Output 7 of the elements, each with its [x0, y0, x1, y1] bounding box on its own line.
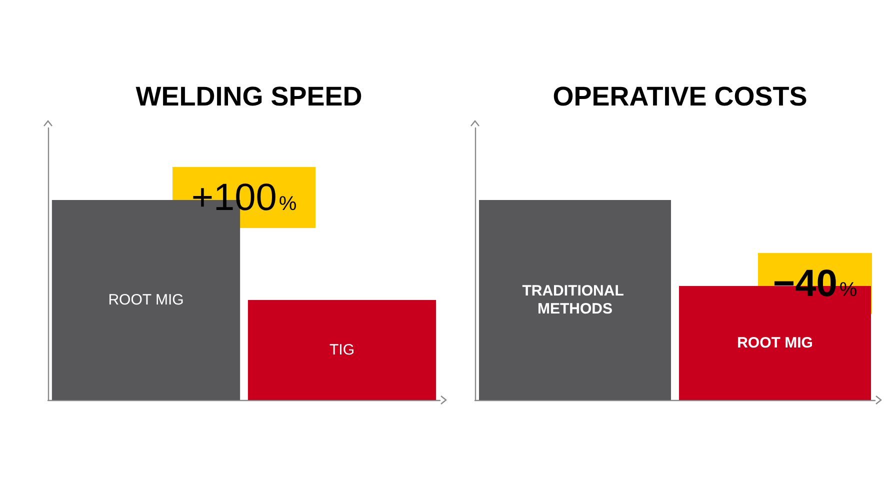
chart-title: OPERATIVE COSTS	[552, 82, 808, 112]
x-tick-label: TIG	[330, 342, 354, 358]
x-tick-label: TRADITIONAL METHODS	[522, 282, 628, 318]
x-tick-label: ROOT MIG	[108, 292, 184, 308]
chart-title: WELDING SPEED	[136, 82, 362, 112]
x-tick-label: ROOT MIG	[737, 334, 813, 352]
annotation: +100%	[191, 177, 297, 219]
